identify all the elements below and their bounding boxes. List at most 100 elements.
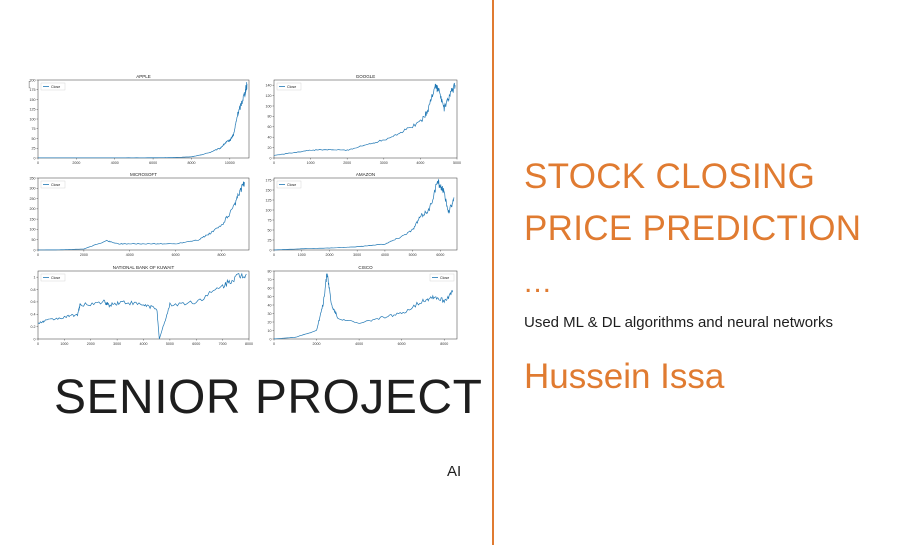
x-tick-label: 4000 <box>355 342 363 346</box>
x-tick-label: 6000 <box>172 253 180 257</box>
chart-title: CISCO <box>358 265 373 270</box>
plot-frame <box>273 79 458 159</box>
legend-label: Close <box>287 85 296 89</box>
legend-box <box>429 273 455 282</box>
chart-google: GOOGLE 0 1000 2000 3000 4000 5000 0 20 40 60 80 100 1… <box>266 74 462 165</box>
y-tick-label: 20 <box>268 320 272 324</box>
chart-microsoft: MICROSOFT 0 2000 4000 6000 8000 0 50 100 150 200 25… <box>30 172 250 257</box>
chart-title: NATIONAL BANK OF KUWAIT <box>113 265 175 270</box>
y-tick-label: 30 <box>268 312 272 316</box>
chart-national-bank-of-kuwait: NATIONAL BANK OF KUWAIT 0 1000 2000 3000 4000… <box>31 265 254 346</box>
x-tick-label: 8000 <box>217 253 225 257</box>
x-tick-label: 0 <box>37 342 39 346</box>
y-tick-label: 0.4 <box>31 313 36 317</box>
x-tick-label: 4000 <box>126 253 134 257</box>
y-tick-label: 175 <box>266 178 272 182</box>
legend-box <box>40 180 66 189</box>
x-tick-label: 8000 <box>187 161 195 165</box>
x-tick-label: 5000 <box>166 342 174 346</box>
y-tick-label: 0 <box>270 337 272 341</box>
y-tick-label: 0 <box>34 156 36 160</box>
legend-label: Close <box>51 183 60 187</box>
y-tick-label: 50 <box>268 295 272 299</box>
chart-apple: APPLE 0 2000 4000 6000 8000 10000 0 25 50 75 100 125… <box>30 74 250 165</box>
chart-title: MICROSOFT <box>130 172 157 177</box>
x-tick-label: 6000 <box>149 161 157 165</box>
title-line-2: PRICE PREDICTION <box>524 209 862 248</box>
y-tick-label: 150 <box>266 188 272 192</box>
y-tick-label: 75 <box>32 127 36 131</box>
x-tick-label: 6000 <box>398 342 406 346</box>
y-tick-label: 175 <box>30 88 36 92</box>
legend-label: Close <box>51 276 60 280</box>
y-tick-label: 25 <box>32 147 36 151</box>
y-tick-label: 100 <box>30 117 36 121</box>
x-tick-label: 3000 <box>353 253 361 257</box>
author-name: Hussein Issa <box>524 357 725 396</box>
subject-tag: AI <box>447 463 462 480</box>
y-tick-label: 125 <box>30 108 36 112</box>
plot-frame <box>273 177 458 251</box>
y-tick-label: 140 <box>266 84 272 88</box>
plot-frame <box>37 79 250 159</box>
y-tick-label: 0.8 <box>31 288 36 292</box>
series-line <box>37 181 245 251</box>
y-tick-label: 100 <box>266 104 272 108</box>
chart-title: AMAZON <box>356 172 375 177</box>
series-line <box>273 178 455 251</box>
y-tick-label: 1 <box>34 275 36 279</box>
chart-title: GOOGLE <box>356 74 376 79</box>
y-tick-label: 0 <box>34 337 36 341</box>
x-tick-label: 1000 <box>307 161 315 165</box>
chart-amazon: AMAZON 0 1000 2000 3000 4000 5000 6000 0 25 50 75 10… <box>266 172 458 257</box>
x-tick-label: 2000 <box>313 342 321 346</box>
x-tick-label: 8000 <box>440 342 448 346</box>
y-tick-label: 70 <box>268 278 272 282</box>
x-tick-label: 1000 <box>298 253 306 257</box>
y-tick-label: 250 <box>30 197 36 201</box>
legend-label: Close <box>287 183 296 187</box>
x-tick-label: 4000 <box>111 161 119 165</box>
legend-box <box>40 82 66 91</box>
y-tick-label: 0 <box>270 248 272 252</box>
x-tick-label: 0 <box>273 253 275 257</box>
x-tick-label: 3000 <box>380 161 388 165</box>
x-tick-label: 4000 <box>381 253 389 257</box>
x-tick-label: 2000 <box>325 253 333 257</box>
y-tick-label: 350 <box>30 176 36 180</box>
x-tick-label: 10000 <box>225 161 235 165</box>
plot-frame <box>273 270 458 340</box>
x-tick-label: 2000 <box>343 161 351 165</box>
y-tick-label: 25 <box>268 238 272 242</box>
y-tick-label: 150 <box>30 98 36 102</box>
legend-label: Close <box>440 276 449 280</box>
x-tick-label: 5000 <box>409 253 417 257</box>
series-line <box>37 272 247 340</box>
y-tick-label: 0 <box>34 248 36 252</box>
y-tick-label: 100 <box>30 228 36 232</box>
description: Used ML & DL algorithms and neural netwo… <box>524 314 834 331</box>
y-tick-label: 0 <box>270 156 272 160</box>
y-tick-label: 50 <box>32 238 36 242</box>
y-tick-label: 60 <box>268 125 272 129</box>
x-tick-label: 4000 <box>140 342 148 346</box>
y-tick-label: 40 <box>268 303 272 307</box>
y-tick-label: 50 <box>32 137 36 141</box>
y-tick-label: 200 <box>30 78 36 82</box>
title-line-1: STOCK CLOSING <box>524 157 816 196</box>
chart-title: APPLE <box>136 74 151 79</box>
y-tick-label: 300 <box>30 187 36 191</box>
x-tick-label: 0 <box>37 253 39 257</box>
y-tick-label: 40 <box>268 136 272 140</box>
ellipsis: ... <box>524 266 553 299</box>
y-tick-label: 60 <box>268 286 272 290</box>
x-tick-label: 2000 <box>72 161 80 165</box>
y-tick-label: 10 <box>268 329 272 333</box>
x-tick-label: 6000 <box>192 342 200 346</box>
x-tick-label: 0 <box>273 161 275 165</box>
y-tick-label: 125 <box>266 198 272 202</box>
y-tick-label: 50 <box>268 228 272 232</box>
x-tick-label: 0 <box>37 161 39 165</box>
x-tick-label: 7000 <box>219 342 227 346</box>
